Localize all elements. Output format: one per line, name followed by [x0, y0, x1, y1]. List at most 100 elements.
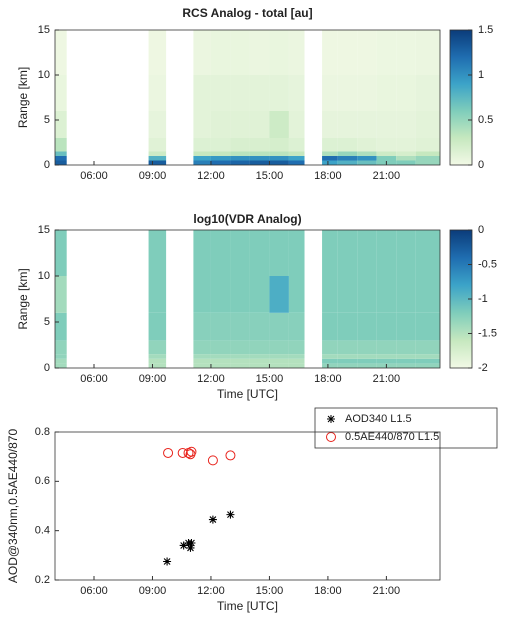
- colorbar-tick-label: 1: [478, 69, 484, 81]
- heatmap-cell: [193, 312, 211, 341]
- heatmap-cell: [230, 138, 250, 152]
- y-tick-label: 0.4: [35, 525, 50, 537]
- heatmap-cell: [396, 75, 416, 111]
- heatmap-cell: [210, 151, 231, 156]
- heatmap-cell: [230, 358, 250, 364]
- y-tick-label: 10: [38, 270, 50, 282]
- heatmap-cell: [55, 312, 67, 341]
- heatmap-cell: [357, 312, 377, 341]
- heatmap-cell: [55, 358, 67, 364]
- x-axis-label: Time [UTC]: [217, 387, 278, 401]
- heatmap-cell: [376, 30, 397, 75]
- heatmap-cell: [322, 30, 338, 75]
- heatmap-cell: [55, 111, 67, 138]
- heatmap-cell: [337, 75, 358, 111]
- x-tick-label: 12:00: [197, 585, 225, 597]
- plot-frame: [54, 431, 441, 581]
- point: [163, 557, 172, 566]
- legend-marker: [326, 432, 336, 442]
- heatmap-cell: [376, 138, 397, 152]
- point: [187, 539, 196, 547]
- heatmap-cell: [288, 312, 305, 341]
- heatmap-cell: [337, 160, 358, 165]
- heatmap-cell: [396, 358, 416, 364]
- heatmap-cell: [148, 230, 167, 276]
- heatmap-cell: [269, 230, 289, 276]
- point: [186, 543, 195, 552]
- heatmap-cell: [396, 151, 416, 156]
- heatmap-cell: [269, 312, 289, 341]
- heatmap-cell: [322, 358, 338, 364]
- heatmap-cell: [376, 75, 397, 111]
- heatmap-cell: [210, 358, 231, 364]
- heatmap-cell: [415, 160, 440, 165]
- heatmap-cell: [357, 354, 377, 359]
- heatmap-cell: [249, 354, 270, 359]
- heatmap-cell: [249, 151, 270, 156]
- colorbar-tick-label: -2: [478, 362, 488, 374]
- heatmap-cell: [210, 230, 231, 276]
- heatmap-cell: [193, 160, 211, 165]
- heatmap-cell: [249, 358, 270, 364]
- x-axis-label: Time [UTC]: [217, 599, 278, 613]
- heatmap-cell: [415, 138, 440, 152]
- heatmap-cell: [249, 75, 270, 111]
- heatmap-cell: [322, 111, 338, 138]
- heatmap-cell: [322, 75, 338, 111]
- heatmap-cell: [357, 151, 377, 156]
- heatmap-cell: [322, 312, 338, 341]
- point: [163, 447, 174, 458]
- colorbar-tick-label: 0: [478, 159, 484, 171]
- heatmap-cell: [357, 358, 377, 364]
- heatmap-cell: [415, 230, 440, 276]
- heatmap-cell: [322, 138, 338, 152]
- heatmap-cell: [55, 138, 67, 152]
- heatmap-cell: [55, 230, 67, 276]
- colorbar-tick-label: -0.5: [478, 258, 497, 270]
- y-tick-label: 10: [38, 69, 50, 81]
- x-tick-label: 09:00: [139, 373, 167, 385]
- y-axis-label: Range [km]: [16, 67, 30, 128]
- heatmap-cell: [249, 276, 270, 313]
- heatmap-cell: [249, 363, 270, 368]
- heatmap-cell: [322, 151, 338, 156]
- heatmap-cell: [337, 138, 358, 152]
- heatmap-cell: [148, 75, 167, 111]
- heatmap-cell: [230, 156, 250, 161]
- heatmap-cell: [210, 340, 231, 355]
- heatmap-cell: [337, 312, 358, 341]
- heatmap-cell: [193, 358, 211, 364]
- heatmap-cell: [357, 30, 377, 75]
- point: [226, 510, 235, 519]
- heatmap-cell: [230, 30, 250, 75]
- heatmap-cell: [288, 75, 305, 111]
- legend-label: 0.5AE440/870 L1.5: [345, 431, 439, 443]
- heatmap-cell: [55, 156, 67, 161]
- heatmap-cell: [337, 230, 358, 276]
- heatmap-cell: [269, 75, 289, 111]
- heatmap-cell: [148, 363, 167, 368]
- point: [225, 450, 236, 461]
- heatmap-cell: [337, 156, 358, 161]
- heatmap-cell: [415, 75, 440, 111]
- heatmap-cell: [269, 363, 289, 368]
- heatmap-cell: [322, 160, 338, 165]
- heatmap-cell: [415, 363, 440, 368]
- legend-box: [314, 407, 498, 449]
- colorbar-tick-label: -1: [478, 293, 488, 305]
- point: [186, 446, 197, 457]
- heatmap-cell: [415, 30, 440, 75]
- heatmap-cell: [249, 312, 270, 341]
- heatmap-cell: [193, 151, 211, 156]
- heatmap-cell: [230, 312, 250, 341]
- heatmap-cell: [396, 312, 416, 341]
- heatmap-cell: [230, 230, 250, 276]
- heatmap-cell: [396, 111, 416, 138]
- heatmap-cell: [193, 340, 211, 355]
- point: [207, 455, 218, 466]
- heatmap-cell: [415, 276, 440, 313]
- heatmap-cell: [337, 276, 358, 313]
- heatmap-cell: [415, 156, 440, 161]
- x-tick-label: 12:00: [197, 373, 225, 385]
